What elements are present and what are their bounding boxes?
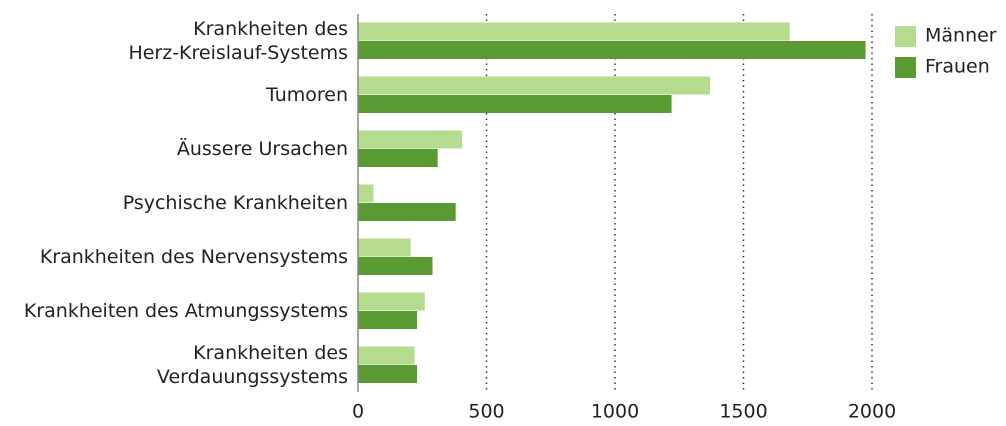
legend-label: Männer	[925, 25, 997, 47]
y-tick-label: Krankheiten des Nervensystems	[39, 246, 348, 268]
bar	[358, 346, 415, 365]
x-tick-label: 2000	[848, 401, 896, 423]
bar	[358, 95, 672, 113]
bar	[358, 203, 456, 221]
bar	[358, 76, 711, 95]
bar	[358, 22, 790, 41]
bar	[358, 257, 433, 275]
bar	[358, 41, 866, 59]
legend-swatch	[895, 26, 916, 47]
bar	[358, 238, 411, 257]
legend-swatch	[895, 57, 916, 78]
x-tick-label: 500	[468, 401, 504, 423]
y-tick-label: Tumoren	[265, 84, 348, 106]
bar	[358, 292, 425, 311]
bar	[358, 311, 418, 329]
y-tick-label: Krankheiten des Atmungssystems	[23, 300, 348, 322]
x-tick-label: 0	[352, 401, 364, 423]
x-tick-label: 1500	[719, 401, 767, 423]
bar	[358, 365, 418, 383]
y-tick-label: Krankheiten des Verdauungssystems	[156, 342, 348, 388]
y-tick-label: Äussere Ursachen	[176, 138, 348, 160]
bar	[358, 130, 463, 149]
bar	[358, 184, 374, 203]
y-tick-label: Psychische Krankheiten	[122, 192, 348, 214]
bar	[358, 149, 438, 167]
x-tick-label: 1000	[591, 401, 639, 423]
legend-label: Frauen	[925, 56, 990, 78]
y-tick-label: Krankheiten des Herz-Kreislauf-Systems	[128, 18, 348, 64]
